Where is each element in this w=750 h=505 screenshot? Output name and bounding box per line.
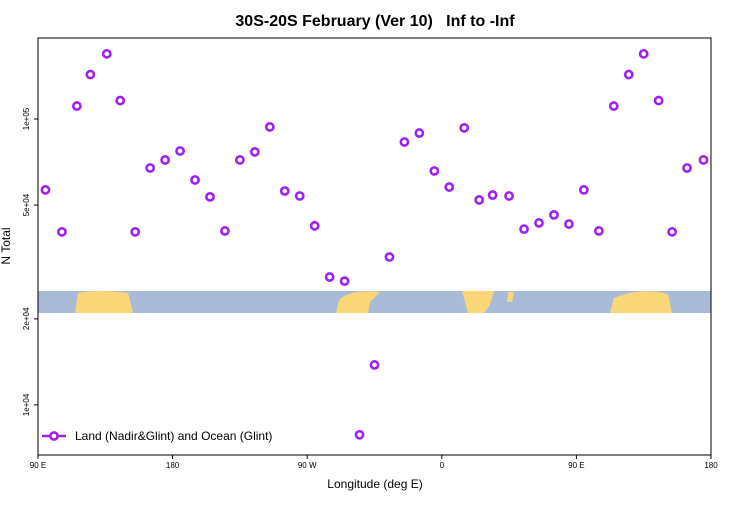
point — [324, 272, 335, 282]
x-tick-label: 180 — [704, 461, 718, 470]
point — [249, 147, 260, 157]
point — [57, 226, 67, 237]
point — [220, 226, 230, 236]
y-tick-label: 1e+05 — [22, 107, 31, 130]
point — [294, 191, 305, 201]
point — [682, 163, 692, 173]
point — [444, 182, 455, 192]
point — [399, 137, 410, 147]
point — [369, 360, 380, 370]
point — [429, 166, 440, 176]
land — [507, 292, 514, 302]
legend-marker — [49, 431, 59, 441]
legend-label: Land (Nadir&Glint) and Ocean (Glint) — [75, 429, 272, 443]
point — [459, 122, 470, 133]
x-tick-label: 90 E — [568, 461, 584, 470]
point — [698, 155, 709, 165]
point — [653, 95, 664, 106]
point — [384, 252, 395, 262]
land — [462, 291, 494, 313]
point — [414, 128, 425, 138]
point — [519, 224, 529, 235]
map-strip — [38, 291, 711, 313]
y-tick-label: 5e+04 — [22, 193, 31, 216]
x-tick-label: 90 W — [298, 461, 317, 470]
point — [160, 155, 171, 165]
point — [638, 48, 649, 59]
point — [487, 190, 498, 200]
point — [205, 191, 215, 202]
point — [667, 226, 678, 237]
point — [190, 175, 200, 185]
point — [175, 146, 185, 156]
point — [339, 276, 350, 287]
point — [534, 218, 544, 228]
point — [234, 155, 245, 165]
point — [354, 429, 365, 440]
point — [623, 69, 634, 80]
point — [115, 95, 126, 106]
point — [40, 184, 51, 195]
point — [593, 226, 604, 236]
point — [130, 226, 141, 237]
plot-frame — [37, 37, 712, 456]
x-tick-label: 90 E — [30, 461, 46, 470]
point — [309, 220, 320, 231]
x-tick-label: 180 — [166, 461, 180, 470]
point — [504, 191, 514, 201]
point — [549, 209, 559, 220]
point — [101, 48, 112, 59]
land — [610, 291, 672, 313]
point — [264, 122, 275, 132]
y-tick-label: 1e+04 — [22, 393, 31, 416]
point — [564, 219, 574, 229]
chart-title: 30S-20S February (Ver 10) Inf to -Inf — [235, 13, 515, 30]
point — [279, 186, 290, 196]
x-tick-label: 0 — [440, 461, 445, 470]
y-tick-label: 2e+04 — [22, 307, 31, 330]
point — [578, 184, 589, 195]
point — [71, 101, 82, 111]
y-axis-label: N Total — [0, 227, 13, 264]
land — [75, 291, 133, 313]
point — [608, 101, 619, 111]
x-axis-label: Longitude (deg E) — [327, 477, 422, 491]
ocean — [38, 291, 711, 313]
point — [474, 195, 485, 205]
point — [85, 69, 96, 80]
land — [336, 291, 380, 313]
point — [145, 163, 156, 173]
